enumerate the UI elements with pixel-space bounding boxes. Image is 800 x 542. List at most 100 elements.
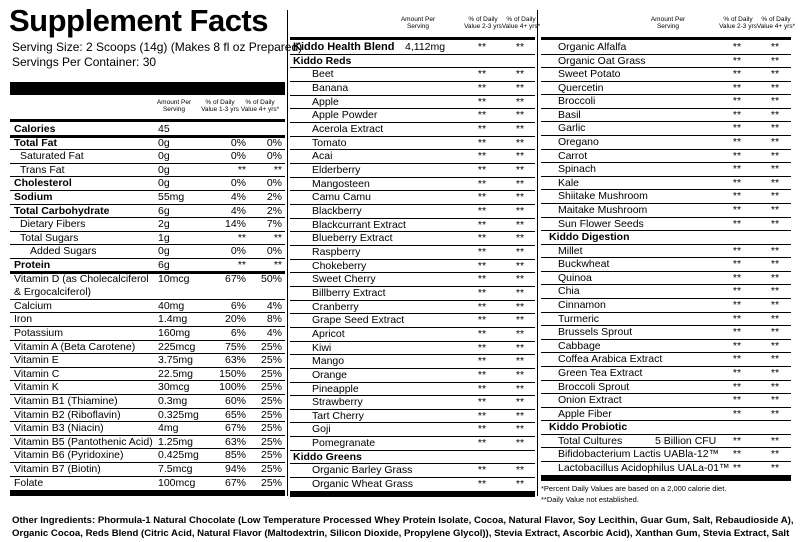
dv-1: ** bbox=[237, 163, 246, 176]
dv-2: 25% bbox=[260, 449, 282, 462]
dv-2: 2% bbox=[266, 204, 282, 217]
dv-2: ** bbox=[515, 464, 525, 477]
dv-2: ** bbox=[515, 341, 525, 354]
row-name: Protein bbox=[14, 259, 51, 271]
dv-1: ** bbox=[732, 461, 742, 474]
rule bbox=[10, 339, 285, 341]
dv-2: ** bbox=[770, 461, 780, 474]
dv-1: ** bbox=[477, 409, 487, 422]
dv-1: ** bbox=[477, 218, 487, 231]
row-name: Cinnamon bbox=[558, 299, 606, 312]
dv-2: ** bbox=[770, 122, 780, 135]
dv-2: ** bbox=[273, 259, 282, 271]
dv-1: ** bbox=[477, 150, 487, 163]
dv-2: ** bbox=[515, 382, 525, 395]
row-name: Oregano bbox=[558, 136, 599, 149]
dv-1: ** bbox=[477, 286, 487, 299]
column-header: % of Daily Value 2-3 yrs bbox=[464, 16, 502, 30]
dv-2: ** bbox=[515, 314, 525, 327]
dv-1: ** bbox=[732, 122, 742, 135]
amount: 1.25mg bbox=[158, 435, 194, 448]
rule bbox=[290, 491, 535, 497]
row-name: Broccoli bbox=[558, 95, 596, 108]
rule bbox=[10, 326, 285, 327]
rule bbox=[541, 325, 791, 327]
row-name: Brussels Sprout bbox=[558, 326, 633, 339]
section-heading: Kiddo Greens bbox=[293, 450, 362, 463]
dv-1: ** bbox=[477, 464, 487, 477]
dv-2: ** bbox=[770, 95, 780, 108]
dv-1: ** bbox=[732, 312, 742, 325]
rule bbox=[290, 190, 535, 192]
rule bbox=[541, 475, 791, 481]
dv-2: ** bbox=[515, 327, 525, 340]
rule bbox=[290, 121, 535, 123]
rule bbox=[290, 258, 535, 260]
rule bbox=[290, 395, 535, 397]
rule bbox=[541, 121, 791, 123]
dv-2: ** bbox=[515, 41, 525, 53]
row-name: Turmeric bbox=[558, 312, 600, 325]
amount: 5 Billion CFU bbox=[655, 434, 717, 447]
row-name: Coffea Arabica Extract bbox=[558, 353, 663, 366]
rule bbox=[10, 119, 285, 122]
dv-1: ** bbox=[732, 394, 742, 407]
dv-2: 0% bbox=[266, 150, 282, 163]
row-name: Vitamin B5 (Pantothenic Acid) bbox=[14, 435, 153, 448]
row-name: Buckwheat bbox=[558, 258, 610, 271]
row-name: Lactobacillus Acidophilus UALa-01™ bbox=[558, 461, 730, 474]
row-name: Vitamin B1 (Thiamine) bbox=[14, 395, 118, 407]
rule bbox=[541, 175, 791, 177]
row-name: Acerola Extract bbox=[312, 122, 384, 135]
dv-1: 6% bbox=[230, 327, 246, 339]
amount: 10mcg bbox=[158, 272, 190, 285]
dv-2: ** bbox=[770, 163, 780, 176]
amount: 0g bbox=[158, 150, 170, 163]
dv-2: ** bbox=[770, 366, 780, 379]
dv-2: 0% bbox=[266, 177, 282, 190]
dv-1: ** bbox=[732, 434, 742, 447]
dv-2: ** bbox=[273, 231, 282, 244]
row-name: Calcium bbox=[14, 299, 52, 312]
row-name: Chia bbox=[558, 285, 580, 298]
dv-1: 63% bbox=[224, 354, 246, 367]
row-name: Elderberry bbox=[312, 163, 361, 176]
column-header: Amount Per Serving bbox=[156, 99, 192, 113]
rule bbox=[10, 82, 285, 95]
dv-1: ** bbox=[732, 339, 742, 352]
rule bbox=[10, 490, 285, 497]
row-name: Bifidobacterium Lactis UABla-12™ bbox=[558, 448, 720, 461]
dv-1: ** bbox=[477, 437, 487, 450]
dv-2: ** bbox=[515, 423, 525, 436]
dv-1: ** bbox=[477, 382, 487, 395]
amount: 160mg bbox=[158, 327, 191, 339]
dv-2: ** bbox=[770, 353, 780, 366]
rule bbox=[290, 80, 535, 82]
rule bbox=[290, 367, 535, 369]
rule bbox=[10, 434, 285, 436]
section-heading: Kiddo Reds bbox=[293, 54, 352, 67]
dv-1: 0% bbox=[230, 177, 246, 190]
rule bbox=[290, 108, 535, 110]
dv-1: ** bbox=[732, 366, 742, 379]
row-name: Beet bbox=[312, 68, 334, 81]
rule bbox=[541, 447, 791, 449]
dv-1: ** bbox=[477, 95, 487, 108]
dv-2: ** bbox=[770, 190, 780, 203]
column-header: % of Daily Value 1-3 yrs bbox=[201, 99, 239, 113]
row-name: Tart Cherry bbox=[312, 409, 364, 422]
dv-2: ** bbox=[770, 108, 780, 121]
rule bbox=[290, 37, 535, 40]
dv-2: 8% bbox=[266, 313, 282, 326]
row-name: Folate bbox=[14, 476, 44, 489]
dv-1: ** bbox=[732, 81, 742, 94]
row-name: Vitamin K bbox=[14, 381, 59, 394]
dv-2: ** bbox=[770, 448, 780, 461]
rule bbox=[541, 474, 791, 476]
row-name: Orange bbox=[312, 368, 348, 381]
rule bbox=[541, 338, 791, 340]
rule bbox=[541, 202, 791, 204]
dv-1: ** bbox=[732, 271, 742, 284]
dv-1: ** bbox=[477, 341, 487, 354]
dv-1: ** bbox=[477, 273, 487, 286]
